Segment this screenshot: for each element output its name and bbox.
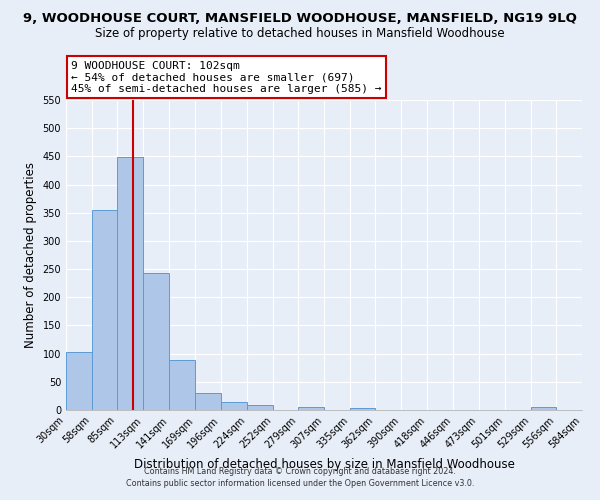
Bar <box>92 210 117 410</box>
Bar <box>66 352 92 410</box>
Bar <box>298 407 324 410</box>
Text: 9, WOODHOUSE COURT, MANSFIELD WOODHOUSE, MANSFIELD, NG19 9LQ: 9, WOODHOUSE COURT, MANSFIELD WOODHOUSE,… <box>23 12 577 26</box>
Text: Size of property relative to detached houses in Mansfield Woodhouse: Size of property relative to detached ho… <box>95 28 505 40</box>
Y-axis label: Number of detached properties: Number of detached properties <box>24 162 37 348</box>
Bar <box>117 157 143 410</box>
Text: Contains HM Land Registry data © Crown copyright and database right 2024.
Contai: Contains HM Land Registry data © Crown c… <box>126 466 474 487</box>
Bar <box>143 273 169 410</box>
Bar <box>531 407 556 410</box>
Bar <box>247 406 273 410</box>
Bar <box>350 408 375 410</box>
Text: 9 WOODHOUSE COURT: 102sqm
← 54% of detached houses are smaller (697)
45% of semi: 9 WOODHOUSE COURT: 102sqm ← 54% of detac… <box>71 60 382 94</box>
X-axis label: Distribution of detached houses by size in Mansfield Woodhouse: Distribution of detached houses by size … <box>134 458 514 471</box>
Bar <box>221 402 247 410</box>
Bar <box>169 360 196 410</box>
Bar <box>196 392 221 410</box>
